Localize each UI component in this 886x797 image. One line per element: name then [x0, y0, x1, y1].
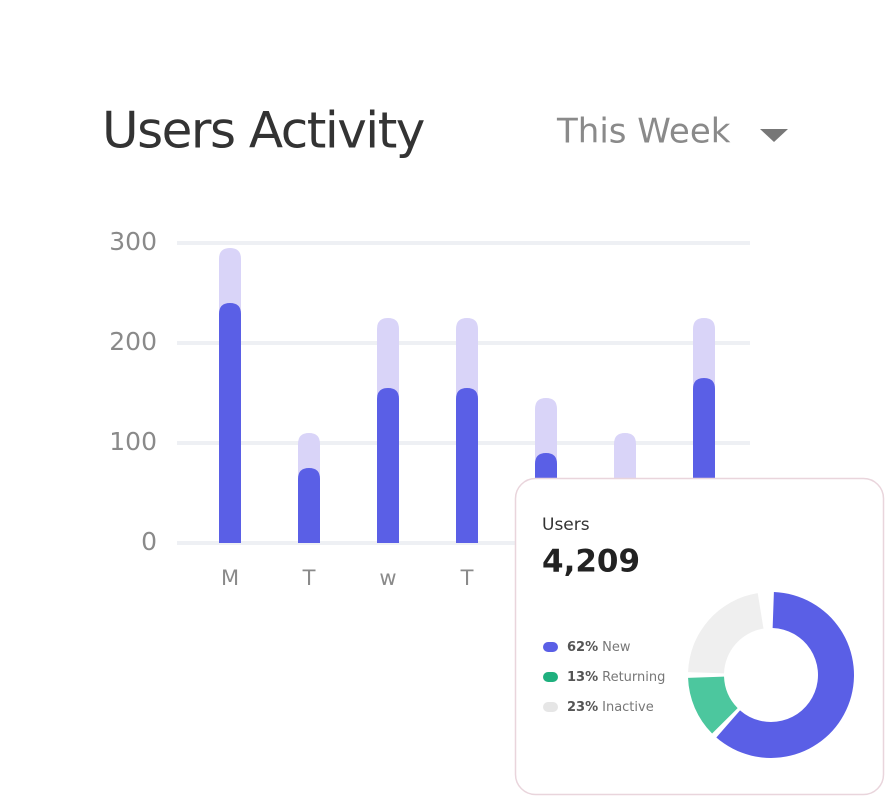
card-title: Users	[542, 515, 590, 535]
legend-swatch	[543, 672, 558, 682]
x-tick-label: T	[460, 566, 474, 590]
bar-segment	[377, 318, 399, 399]
legend-label: Inactive	[602, 700, 654, 715]
donut-slice	[688, 593, 764, 674]
donut-slice	[716, 592, 854, 758]
dropdown-caret[interactable]	[760, 129, 788, 142]
legend-entry: 62% New	[567, 640, 631, 655]
bar-segment	[377, 388, 399, 543]
y-tick-label: 0	[141, 527, 157, 556]
period-selector[interactable]: This Week	[556, 112, 731, 152]
users-card: Users 4,209 62% New 13% Returning 23% Inactiv…	[514, 477, 885, 796]
x-tick-label: T	[302, 566, 316, 590]
bar-segment	[535, 398, 557, 464]
legend-label: Returning	[602, 670, 665, 685]
legend-label: New	[602, 640, 631, 655]
users-total: 4,209	[542, 544, 640, 580]
bar-segment	[298, 468, 320, 543]
bar-segment	[456, 318, 478, 399]
legend-swatch	[543, 702, 558, 712]
legend-value: 62%	[567, 640, 598, 655]
bar-segment	[219, 303, 241, 543]
legend-entry: 13% Returning	[567, 670, 665, 685]
bar-segment	[298, 433, 320, 479]
y-tick-label: 100	[109, 427, 157, 456]
x-tick-label: w	[379, 566, 396, 590]
donut-slice	[688, 676, 738, 734]
legend-swatch	[543, 642, 558, 652]
legend-value: 13%	[567, 670, 598, 685]
bar-segment	[693, 318, 715, 389]
x-tick-label: M	[221, 566, 239, 590]
legend-entry: 23% Inactive	[567, 700, 654, 715]
bar-segment	[456, 388, 478, 543]
y-tick-label: 300	[109, 227, 157, 256]
chart-title: Users Activity	[102, 102, 425, 160]
bar-segment	[219, 248, 241, 314]
legend-value: 23%	[567, 700, 598, 715]
y-tick-label: 200	[109, 327, 157, 356]
